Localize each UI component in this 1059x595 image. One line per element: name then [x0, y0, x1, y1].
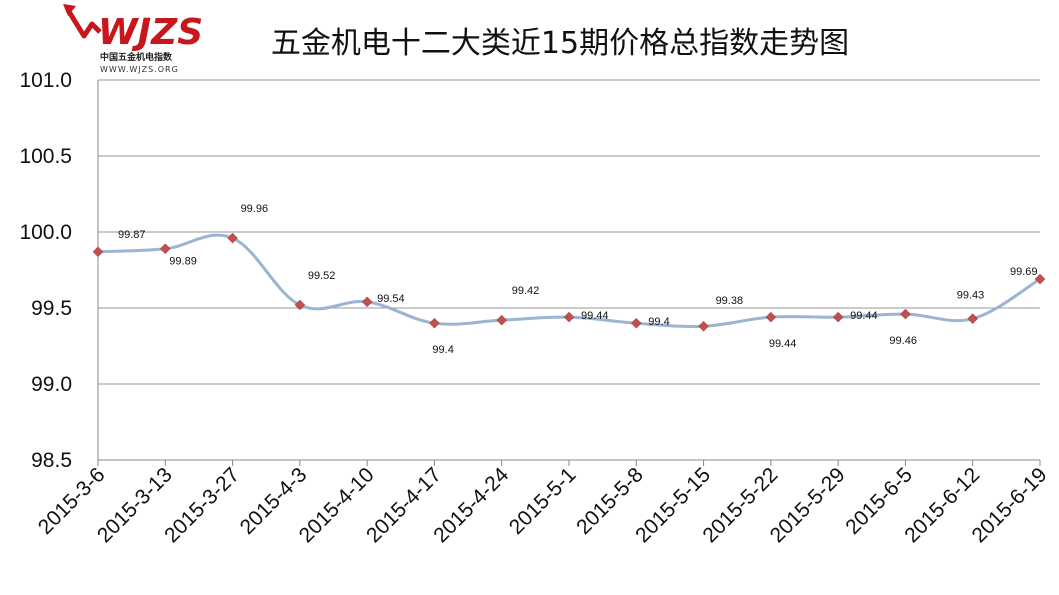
- data-label: 99.44: [769, 338, 797, 350]
- data-point: [429, 317, 440, 329]
- chart-title: 五金机电十二大类近15期价格总指数走势图: [270, 26, 850, 61]
- data-point: [900, 308, 911, 320]
- data-label: 99.42: [512, 285, 540, 297]
- y-tick-label: 99.5: [31, 297, 72, 320]
- y-tick-label: 99.0: [31, 373, 72, 396]
- logo-cn-name: 中国五金机电指数: [100, 51, 173, 63]
- data-label: 99.4: [432, 344, 453, 356]
- x-tick-label: 2015-5-1: [505, 463, 581, 539]
- y-tick-label: 101.0: [19, 69, 72, 92]
- y-tick-label: 98.5: [31, 449, 72, 472]
- data-label: 99.52: [308, 270, 336, 282]
- data-point: [361, 296, 373, 308]
- data-label: 99.87: [118, 229, 146, 241]
- data-point: [294, 299, 306, 311]
- data-point: [227, 232, 238, 244]
- data-point: [832, 311, 844, 323]
- logo-brand: WJZS: [98, 12, 202, 53]
- wjzs-logo: WJZS 中国五金机电指数 WWW.WJZS.ORG: [63, 4, 202, 74]
- data-point: [159, 243, 171, 255]
- data-point: [698, 320, 709, 332]
- data-label: 99.46: [889, 335, 917, 347]
- data-point: [1034, 273, 1046, 285]
- data-point: [496, 314, 508, 326]
- y-tick-label: 100.0: [19, 221, 72, 244]
- data-label: 99.44: [581, 310, 609, 322]
- logo-url: WWW.WJZS.ORG: [100, 65, 179, 74]
- data-label: 99.54: [377, 293, 405, 305]
- data-label: 99.89: [169, 256, 197, 268]
- data-point: [563, 311, 575, 323]
- data-label: 99.43: [957, 290, 985, 302]
- data-label: 99.96: [241, 203, 269, 215]
- data-point: [765, 311, 777, 323]
- data-label: 99.44: [850, 310, 878, 322]
- data-point: [967, 313, 979, 324]
- data-point: [630, 317, 642, 329]
- data-label: 99.69: [1010, 266, 1038, 278]
- y-tick-label: 100.5: [19, 145, 72, 168]
- arrow-icon: [65, 8, 102, 39]
- data-point: [92, 246, 104, 258]
- data-label: 99.38: [716, 295, 744, 307]
- data-label: 99.4: [648, 316, 669, 328]
